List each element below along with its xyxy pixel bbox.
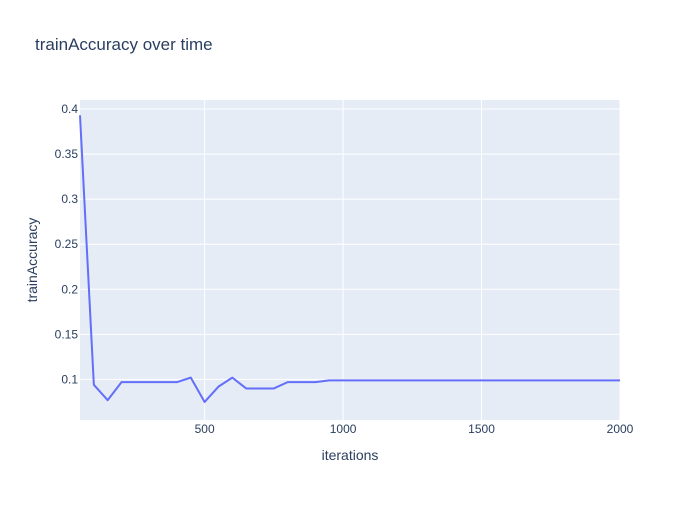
y-tick-labels: 0.1 0.15 0.2 0.25 0.3 0.35 0.4 bbox=[55, 102, 79, 386]
y-tick-label: 0.4 bbox=[61, 102, 78, 116]
series-layer bbox=[79, 115, 620, 403]
x-axis-label: iterations bbox=[322, 447, 379, 463]
y-tick-label: 0.35 bbox=[55, 147, 79, 161]
plot-area bbox=[80, 100, 620, 420]
x-tick-label: 1000 bbox=[330, 422, 357, 436]
x-gridlines bbox=[204, 100, 621, 420]
y-tick-label: 0.25 bbox=[55, 237, 79, 251]
x-tick-label: 1500 bbox=[468, 422, 495, 436]
y-tick-label: 0.2 bbox=[61, 282, 78, 296]
x-tick-labels: 500 1000 1500 2000 bbox=[195, 422, 634, 436]
y-tick-label: 0.3 bbox=[61, 192, 78, 206]
x-tick-label: 500 bbox=[195, 422, 215, 436]
x-tick-label: 2000 bbox=[607, 422, 634, 436]
chart-title: trainAccuracy over time bbox=[35, 35, 213, 54]
y-axis-label: trainAccuracy bbox=[24, 218, 40, 303]
series-line bbox=[79, 115, 620, 403]
y-tick-label: 0.1 bbox=[61, 372, 78, 386]
y-tick-label: 0.15 bbox=[55, 327, 79, 341]
